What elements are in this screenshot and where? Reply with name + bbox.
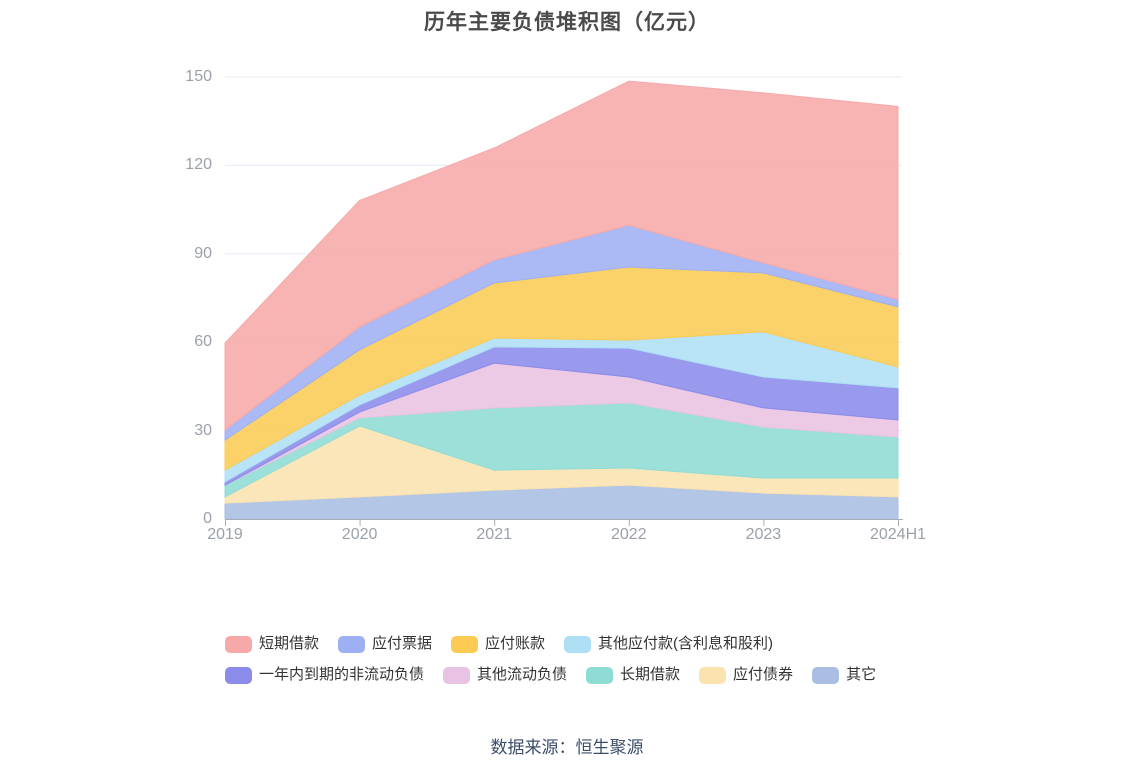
area-short-term-loans [224,80,899,432]
legend-item-non-current-liabilities-due-within-1yr[interactable]: 一年内到期的非流动负债 [225,666,424,684]
legend-label-long-term-loans: 长期借款 [620,666,681,683]
legend-swatch-short-term-loans [225,635,252,653]
legend-swatch-other-payables-incl-interest-dividends [564,635,592,653]
legend-swatch-others [812,666,840,684]
legend-swatch-bonds-payable [699,666,727,684]
legend-swatch-other-current-liabilities [443,666,471,684]
legend-swatch-notes-payable [338,635,366,653]
data-source-label: 数据来源：恒生聚源 [490,738,644,757]
legend-item-others[interactable]: 其它 [812,666,876,684]
legend-item-long-term-loans[interactable]: 长期借款 [586,666,680,684]
y-axis-label: 150 [185,68,212,85]
legend-row-1: 短期借款 应付票据 应付账款 其他应付款(含利息和股利) [225,635,773,653]
legend-label-accounts-payable: 应付账款 [485,635,546,652]
legend-label-others: 其它 [846,666,877,683]
legend-label-bonds-payable: 应付债券 [733,666,794,683]
legend-label-other-payables-incl-interest-dividends: 其他应付款(含利息和股利) [598,635,774,652]
x-axis-label: 2020 [341,526,378,543]
legend-label-short-term-loans: 短期借款 [259,635,320,652]
x-axis-label: 2019 [207,526,243,543]
legend-label-other-current-liabilities: 其他流动负债 [477,666,568,683]
y-axis-label: 30 [194,421,212,439]
y-axis-label: 120 [185,156,212,174]
legend-item-other-payables-incl-interest-dividends[interactable]: 其他应付款(含利息和股利) [564,635,773,653]
x-axis-label: 2023 [745,526,782,543]
legend-label-non-current-liabilities-due-within-1yr: 一年内到期的非流动负债 [259,666,425,683]
legend-swatch-accounts-payable [451,635,479,653]
legend-item-bonds-payable[interactable]: 应付债券 [699,666,793,684]
y-axis-label: 0 [203,510,212,527]
legend-row-2: 一年内到期的非流动负债 其他流动负债 长期借款 应付债券 其它 [225,666,876,684]
legend-item-notes-payable[interactable]: 应付票据 [338,635,432,653]
y-axis-label: 60 [194,333,212,351]
legend-swatch-non-current-liabilities-due-within-1yr [225,666,252,684]
y-axis-label: 90 [194,244,212,262]
chart-title: 历年主要负债堆积图（亿元） [424,11,710,34]
legend-item-accounts-payable[interactable]: 应付账款 [451,635,545,653]
legend-item-short-term-loans[interactable]: 短期借款 [225,635,319,653]
legend-swatch-long-term-loans [586,666,614,684]
x-axis-label: 2024H1 [869,526,927,543]
legend-item-other-current-liabilities[interactable]: 其他流动负债 [443,666,567,684]
x-axis-label: 2022 [611,526,647,543]
x-axis-label: 2021 [476,526,512,543]
legend-label-notes-payable: 应付票据 [372,635,433,652]
